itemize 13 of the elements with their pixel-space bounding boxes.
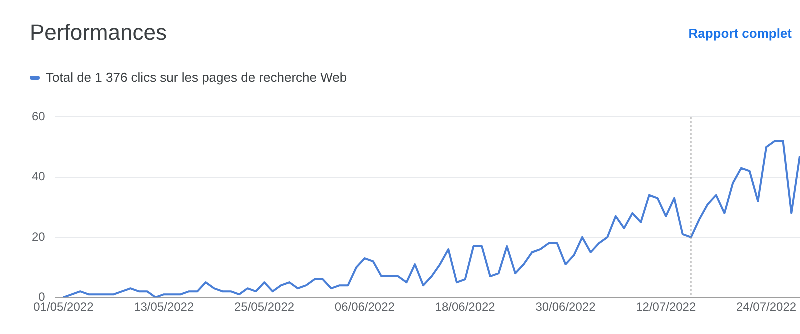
text: Rapport complet [688, 26, 792, 41]
y-tick-label: 40 [32, 170, 46, 184]
x-tick-label: 30/06/2022 [536, 300, 596, 314]
x-tick-label: 18/06/2022 [435, 300, 496, 314]
x-tick-label: 13/05/2022 [134, 300, 194, 314]
y-tick-label: 60 [32, 110, 46, 124]
chart-title: Performances [30, 20, 167, 46]
legend-label: Total de 1 376 clics sur les pages de recherche Web [46, 70, 348, 85]
x-tick-label: 24/07/2022 [736, 300, 797, 314]
x-tick-label: 12/07/2022 [636, 300, 696, 314]
y-tick-label: 20 [32, 230, 46, 244]
x-tick-label: 06/06/2022 [334, 300, 396, 314]
x-tick-label: 25/05/2022 [234, 300, 295, 314]
